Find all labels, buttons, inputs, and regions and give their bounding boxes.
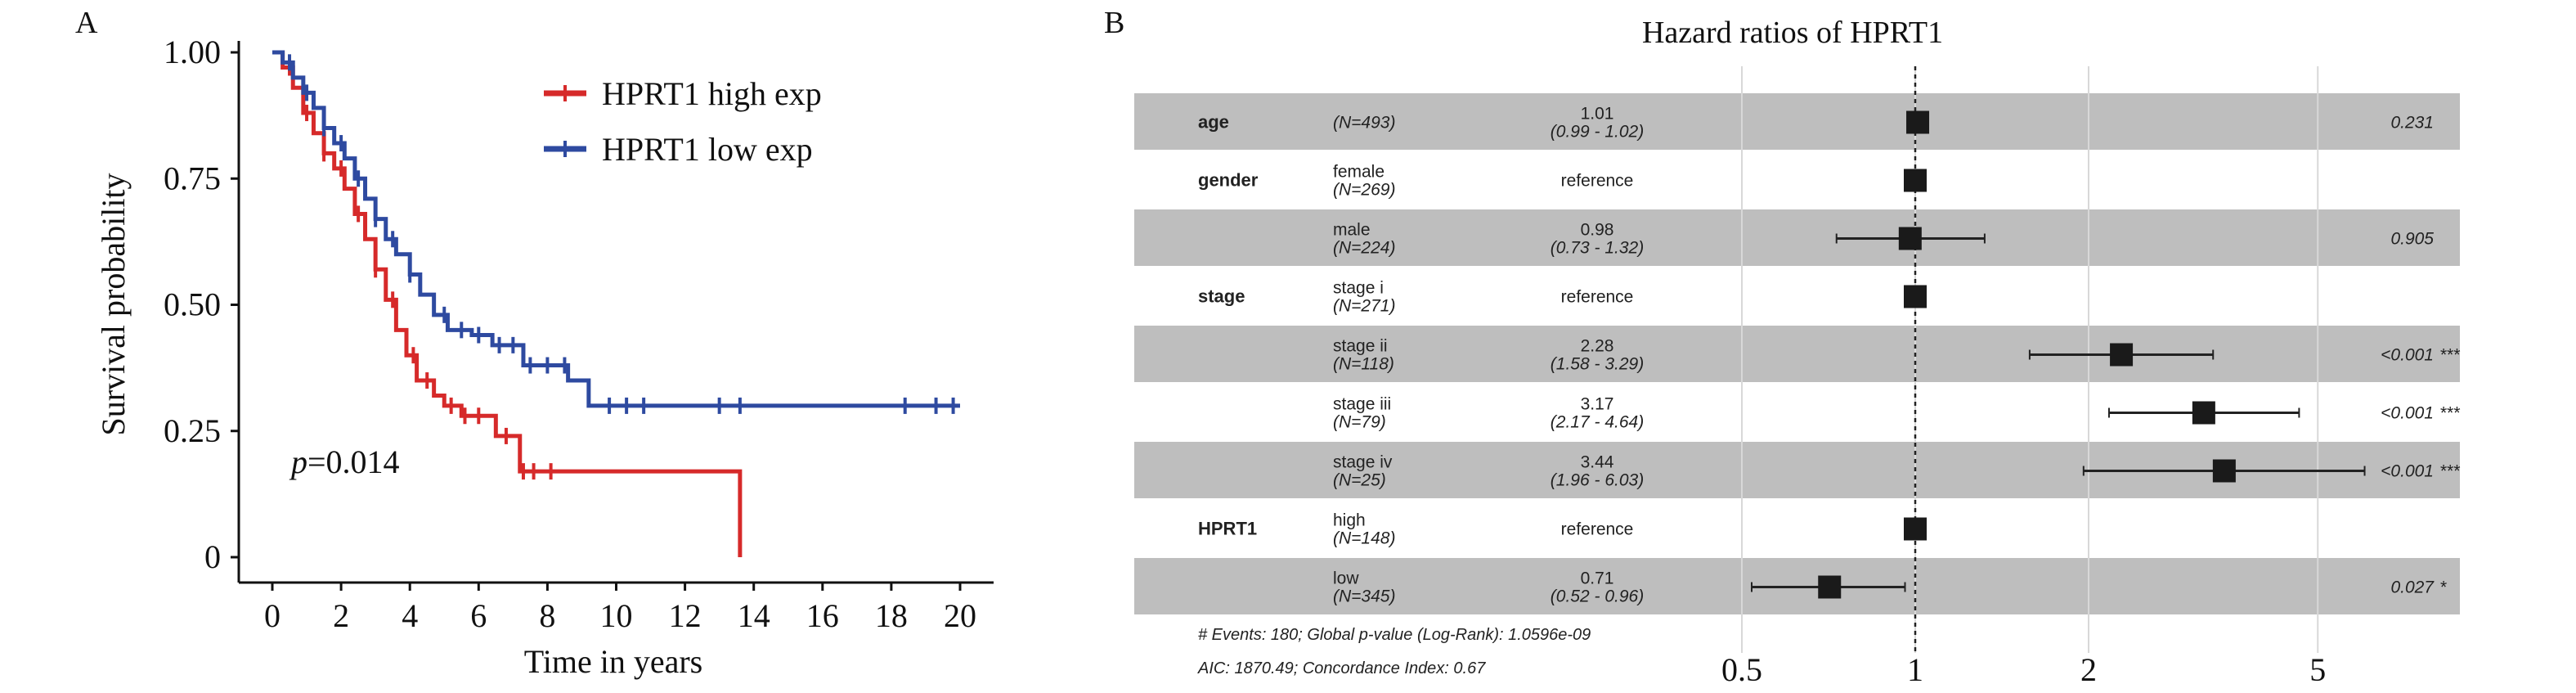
level-label: stage iv (1333, 453, 1393, 472)
row-band (1134, 209, 2460, 266)
km-curve-high (272, 50, 743, 557)
legend-label-low: HPRT1 low exp (602, 131, 813, 168)
x-tick-label: 2 (333, 597, 349, 634)
x-tick-label: 16 (806, 597, 839, 634)
n-label: (N=493) (1333, 114, 1395, 133)
ci-value: (1.96 - 6.03) (1551, 471, 1644, 490)
x-tick-label: 5 (2309, 651, 2326, 688)
y-tick-label: 0.75 (164, 160, 221, 196)
hr-reference: reference (1561, 172, 1634, 191)
legend: HPRT1 high exp HPRT1 low exp (544, 75, 822, 168)
p-value: 0.231 (2390, 114, 2434, 133)
variable-name: stage (1198, 286, 1245, 307)
x-tick-label: 8 (539, 597, 555, 634)
n-label: (N=118) (1333, 355, 1394, 374)
x-tick-label: 4 (402, 597, 418, 634)
x-tick-label: 0 (264, 597, 280, 634)
x-tick-label: 20 (944, 597, 976, 634)
x-tick-label: 2 (2080, 651, 2097, 688)
forest-title: Hazard ratios of HPRT1 (1642, 16, 1943, 50)
km-curve-low (272, 50, 960, 408)
y-tick-label: 0 (204, 538, 221, 575)
x-tick-label: 1 (1907, 651, 1923, 688)
x-tick-label: 14 (738, 597, 770, 634)
ci-value: (0.73 - 1.32) (1551, 239, 1644, 258)
hr-value: 0.98 (1581, 221, 1614, 240)
n-label: (N=224) (1333, 239, 1395, 258)
p-value: 0.027 (2390, 578, 2435, 597)
p-value: <0.001 (2381, 462, 2434, 481)
hr-reference: reference (1561, 520, 1634, 539)
level-label: low (1333, 569, 1359, 588)
ci-value: (0.99 - 1.02) (1551, 123, 1644, 142)
hr-point (1904, 517, 1927, 541)
p-value: 0.905 (2390, 230, 2434, 249)
variable-name: HPRT1 (1198, 519, 1257, 539)
significance-stars: *** (2440, 346, 2461, 365)
hr-value: 3.17 (1581, 395, 1614, 414)
level-label: stage ii (1333, 337, 1388, 356)
n-label: (N=271) (1333, 297, 1395, 316)
hr-point (2192, 401, 2215, 425)
variable-name: age (1198, 112, 1229, 133)
hr-value: 2.28 (1581, 337, 1614, 356)
p-value-annotation: p=0.014 (289, 443, 400, 480)
hr-value: 1.01 (1581, 105, 1614, 124)
level-label: stage i (1333, 279, 1384, 298)
row-band (1134, 326, 2460, 382)
level-label: high (1333, 511, 1366, 530)
n-label: (N=345) (1333, 587, 1395, 606)
p-value: <0.001 (2381, 346, 2434, 365)
panel-label-a: A (75, 6, 98, 40)
hr-point (1898, 227, 1922, 250)
ci-value: (1.58 - 3.29) (1551, 355, 1644, 374)
x-axis-label: Time in years (524, 643, 703, 680)
x-tick-label: 0.5 (1721, 651, 1762, 688)
level-label: female (1333, 163, 1384, 182)
x-tick-label: 10 (600, 597, 633, 634)
hr-point (1818, 575, 1842, 599)
ci-value: (0.52 - 0.96) (1551, 587, 1644, 606)
y-tick-label: 0.25 (164, 412, 221, 449)
hr-point (1906, 110, 1930, 134)
hr-value: 0.71 (1581, 569, 1614, 588)
hr-reference: reference (1561, 288, 1634, 307)
hr-point (2212, 459, 2236, 483)
footnote-aic: AIC: 1870.49; Concordance Index: 0.67 (1197, 659, 1486, 677)
n-label: (N=148) (1333, 529, 1395, 548)
x-tick-label: 12 (669, 597, 702, 634)
n-label: (N=269) (1333, 181, 1395, 200)
variable-name: gender (1198, 170, 1259, 191)
row-band (1134, 93, 2460, 150)
y-tick-label: 1.00 (164, 34, 221, 70)
panel-label-b: B (1104, 6, 1124, 40)
x-tick-label: 18 (875, 597, 908, 634)
n-label: (N=25) (1333, 471, 1386, 490)
p-value: =0.014 (307, 443, 400, 480)
level-label: stage iii (1333, 395, 1391, 414)
significance-stars: *** (2440, 462, 2461, 481)
significance-stars: * (2440, 578, 2447, 597)
ci-value: (2.17 - 4.64) (1551, 413, 1644, 432)
y-axis-label: Survival probability (95, 173, 132, 435)
level-label: male (1333, 221, 1371, 240)
n-label: (N=79) (1333, 413, 1386, 432)
hr-point (1904, 285, 1927, 308)
hr-point (2110, 343, 2134, 367)
p-italic: p (289, 443, 307, 480)
legend-label-high: HPRT1 high exp (602, 75, 822, 112)
significance-stars: *** (2440, 404, 2461, 423)
hr-value: 3.44 (1581, 453, 1614, 472)
footnote-events: # Events: 180; Global p-value (Log-Rank)… (1198, 626, 1591, 644)
x-tick-label: 6 (470, 597, 487, 634)
hr-point (1904, 169, 1927, 192)
p-value: <0.001 (2381, 404, 2434, 423)
y-tick-label: 0.50 (164, 286, 221, 323)
